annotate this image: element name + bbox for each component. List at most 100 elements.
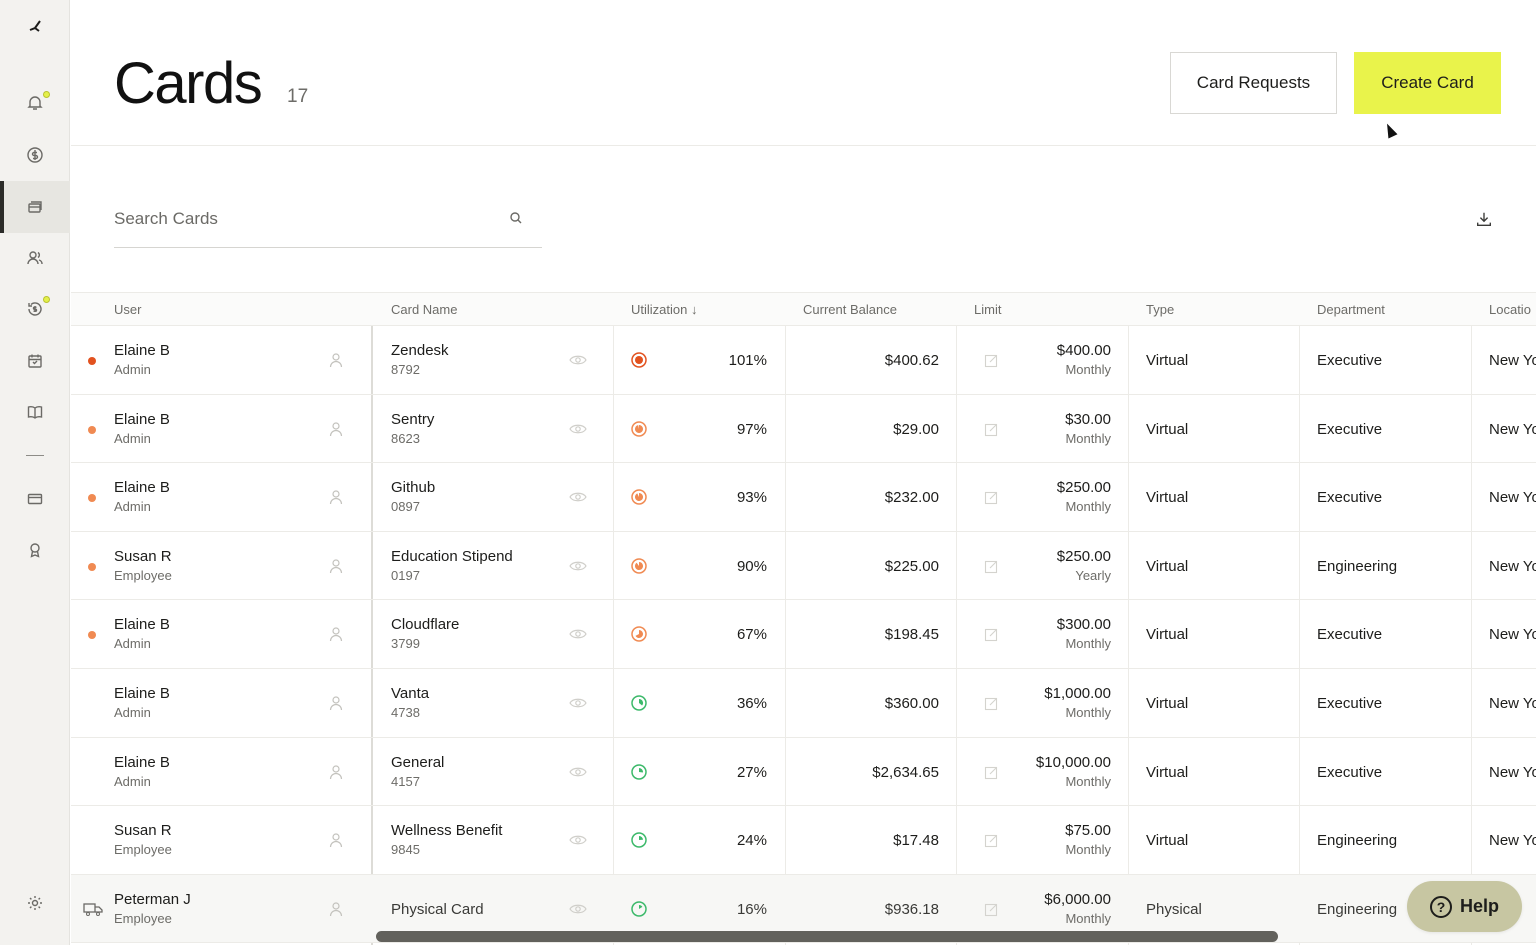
current-balance: $29.00 xyxy=(893,420,939,438)
book-icon[interactable] xyxy=(0,392,70,432)
settings-gear-icon[interactable] xyxy=(0,883,70,923)
limit-period: Monthly xyxy=(1065,362,1111,377)
search-input[interactable] xyxy=(114,204,494,234)
eye-icon[interactable] xyxy=(569,902,587,916)
card-name[interactable]: General xyxy=(391,753,445,771)
card-last-four: 9845 xyxy=(391,842,420,858)
location: New Yo xyxy=(1489,420,1536,438)
eye-icon[interactable] xyxy=(569,353,587,367)
column-header-card-name[interactable]: Card Name xyxy=(391,302,458,317)
horizontal-scrollbar[interactable] xyxy=(376,931,1278,942)
user-profile-icon[interactable] xyxy=(329,764,343,780)
notifications-bell-icon[interactable] xyxy=(0,83,70,123)
card-requests-button[interactable]: Card Requests xyxy=(1170,52,1337,114)
department: Executive xyxy=(1317,763,1383,781)
dollar-coin-icon[interactable] xyxy=(0,135,70,175)
reimbursement-icon[interactable] xyxy=(0,289,70,329)
table-row[interactable]: Elaine B Admin Github 0897 93% $232.00 $… xyxy=(71,463,1536,532)
card-name[interactable]: Education Stipend xyxy=(391,547,513,565)
eye-icon[interactable] xyxy=(569,833,587,847)
user-profile-icon[interactable] xyxy=(329,901,343,917)
user-profile-icon[interactable] xyxy=(329,832,343,848)
download-icon[interactable] xyxy=(1472,207,1496,231)
card-name[interactable]: Wellness Benefit xyxy=(391,822,503,840)
card-name[interactable]: Physical Card xyxy=(391,900,484,918)
edit-limit-icon[interactable] xyxy=(984,490,999,505)
user-name: Susan R xyxy=(114,547,172,565)
user-role: Admin xyxy=(114,636,151,652)
user-profile-icon[interactable] xyxy=(329,558,343,574)
column-separator xyxy=(956,292,957,945)
help-button[interactable]: ? Help xyxy=(1407,881,1522,932)
people-icon[interactable] xyxy=(0,238,70,278)
card-last-four: 3799 xyxy=(391,636,420,652)
table-row[interactable]: Susan R Employee Education Stipend 0197 … xyxy=(71,532,1536,601)
table-row[interactable]: Elaine B Admin Vanta 4738 36% $360.00 $1… xyxy=(71,669,1536,738)
user-profile-icon[interactable] xyxy=(329,695,343,711)
user-role: Admin xyxy=(114,430,151,446)
department: Executive xyxy=(1317,694,1383,712)
edit-limit-icon[interactable] xyxy=(984,696,999,711)
rewards-badge-icon[interactable] xyxy=(0,530,70,570)
table-row[interactable]: Elaine B Admin Sentry 8623 97% $29.00 $3… xyxy=(71,395,1536,464)
limit-period: Monthly xyxy=(1065,910,1111,926)
edit-limit-icon[interactable] xyxy=(984,902,999,917)
edit-limit-icon[interactable] xyxy=(984,627,999,642)
user-name: Elaine B xyxy=(114,684,170,702)
edit-limit-icon[interactable] xyxy=(984,353,999,368)
user-profile-icon[interactable] xyxy=(329,421,343,437)
card-name[interactable]: Sentry xyxy=(391,410,435,428)
limit-amount: $400.00 xyxy=(1056,342,1111,359)
edit-limit-icon[interactable] xyxy=(984,833,999,848)
table-row[interactable]: Elaine B Admin Zendesk 8792 101% $400.62… xyxy=(71,326,1536,395)
location: New Yo xyxy=(1489,832,1536,850)
edit-limit-icon[interactable] xyxy=(984,422,999,437)
table-row[interactable]: Elaine B Admin General 4157 27% $2,634.6… xyxy=(71,738,1536,807)
edit-limit-icon[interactable] xyxy=(984,765,999,780)
search-icon[interactable] xyxy=(508,210,524,226)
column-header-department[interactable]: Department xyxy=(1317,302,1385,317)
current-balance: $360.00 xyxy=(884,694,939,712)
user-profile-icon[interactable] xyxy=(329,626,343,642)
cards-nav-icon[interactable] xyxy=(0,181,70,233)
utilization-percent: 36% xyxy=(736,694,767,712)
column-header-location[interactable]: Locatio xyxy=(1489,302,1531,317)
utilization-percent: 97% xyxy=(736,420,767,438)
eye-icon[interactable] xyxy=(569,765,587,779)
column-header-user[interactable]: User xyxy=(114,302,142,317)
department: Executive xyxy=(1317,489,1383,507)
card-name[interactable]: Vanta xyxy=(391,684,430,702)
calendar-icon[interactable] xyxy=(0,341,70,381)
card-name[interactable]: Cloudflare xyxy=(391,616,460,634)
column-header-type[interactable]: Type xyxy=(1146,302,1175,317)
table-row[interactable]: Susan R Employee Wellness Benefit 9845 2… xyxy=(71,806,1536,875)
limit-amount: $250.00 xyxy=(1056,479,1111,497)
user-role: Employee xyxy=(114,842,172,858)
edit-limit-icon[interactable] xyxy=(984,559,999,574)
eye-icon[interactable] xyxy=(569,490,587,504)
card-name[interactable]: Zendesk xyxy=(391,342,449,359)
eye-icon[interactable] xyxy=(569,559,587,573)
table-row[interactable]: Elaine B Admin Cloudflare 3799 67% $198.… xyxy=(71,600,1536,669)
eye-icon[interactable] xyxy=(569,627,587,641)
column-header-utilization[interactable]: Utilization ↓ xyxy=(631,302,698,317)
utilization-ring-icon xyxy=(631,489,647,505)
logo-icon[interactable] xyxy=(0,6,70,46)
eye-icon[interactable] xyxy=(569,696,587,710)
column-header-current-balance[interactable]: Current Balance xyxy=(803,302,897,317)
utilization-ring-icon xyxy=(631,352,647,368)
create-card-button[interactable]: Create Card xyxy=(1354,52,1501,114)
user-profile-icon[interactable] xyxy=(329,352,343,368)
eye-icon[interactable] xyxy=(569,422,587,436)
question-icon: ? xyxy=(1429,895,1452,918)
card-name[interactable]: Github xyxy=(391,479,436,497)
user-profile-icon[interactable] xyxy=(329,489,343,505)
department: Executive xyxy=(1317,352,1383,369)
department: Engineering xyxy=(1317,832,1398,850)
cards-table: User Card Name Utilization ↓ Current Bal… xyxy=(71,292,1536,944)
utilization-ring-icon xyxy=(631,420,647,437)
page-title: Cards xyxy=(114,51,263,116)
status-dot xyxy=(88,494,96,503)
column-header-limit[interactable]: Limit xyxy=(974,302,1002,317)
credit-card-icon[interactable] xyxy=(0,479,70,519)
